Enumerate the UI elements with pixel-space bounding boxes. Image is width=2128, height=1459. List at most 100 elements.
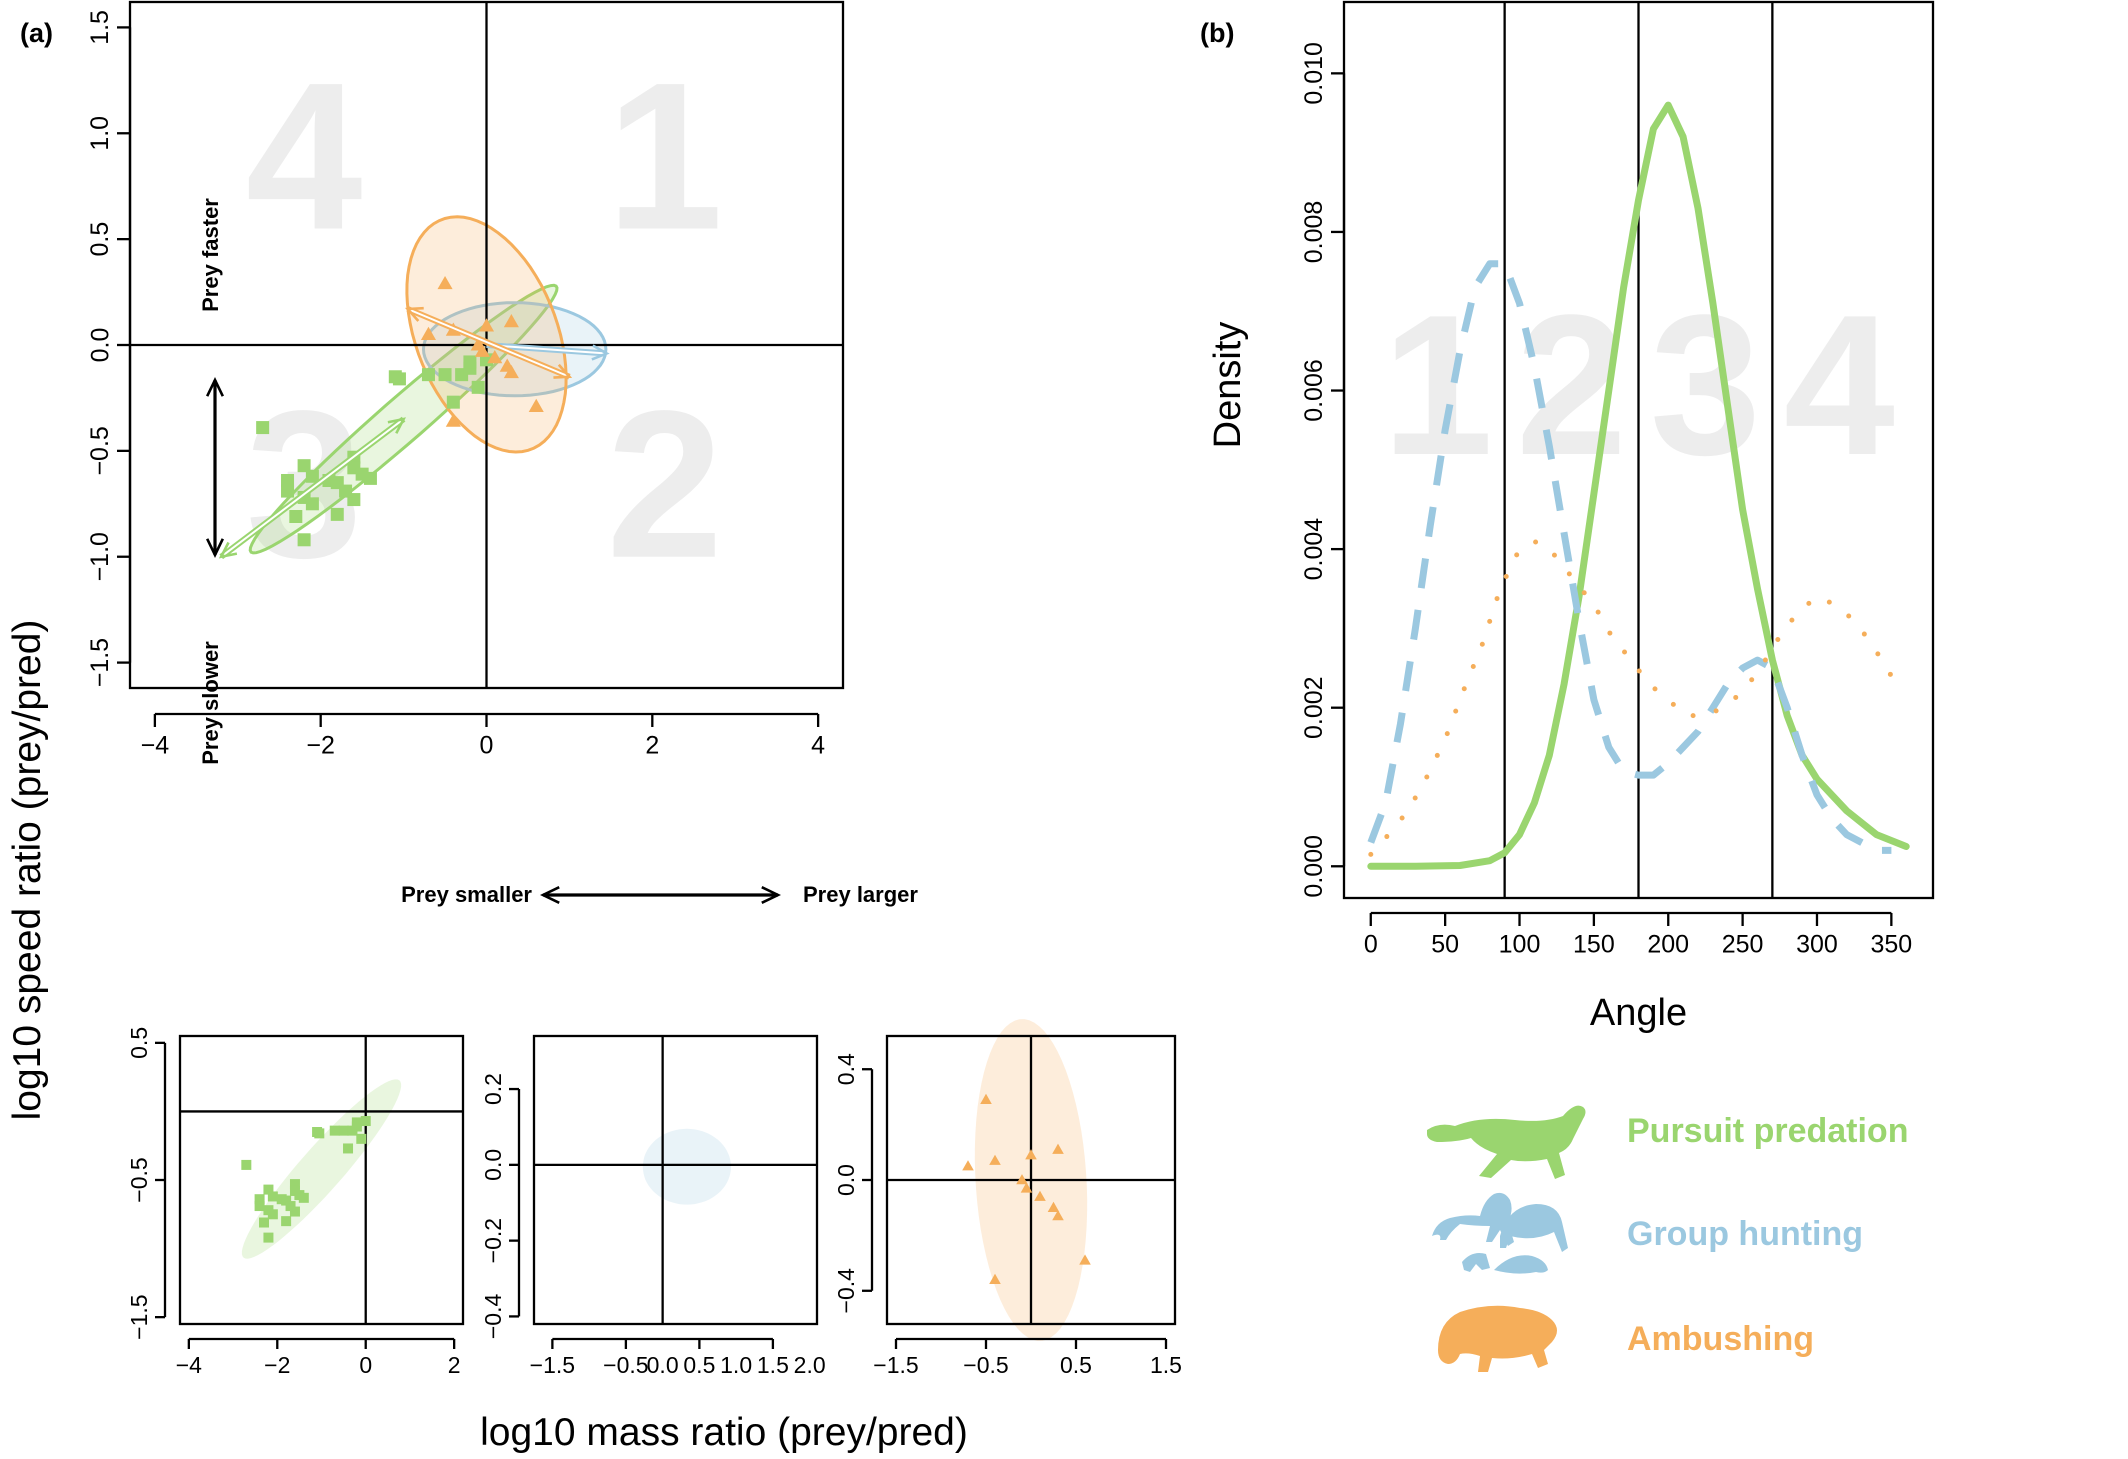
x-tick-label: 0 (1364, 930, 1378, 958)
x-tick-label: −4 (176, 1352, 202, 1378)
data-point-triangle (1016, 1174, 1028, 1185)
group-vector-inner (486, 344, 607, 355)
data-point-triangle (503, 314, 519, 328)
y-tick-label: 0.006 (1300, 359, 1328, 422)
data-point-square (281, 474, 295, 488)
x-tick-label: 1.0 (720, 1352, 752, 1378)
data-point-square (297, 459, 311, 473)
data-point-square (285, 1201, 296, 1212)
legend: Pursuit predation Group hunting Ambushin… (1427, 1105, 1908, 1372)
data-point-square (421, 368, 435, 382)
density-plot-panel: 1 2 3 40 50 100 150 200 250 300 3500.0000.0020.004… (1207, 0, 1935, 1034)
pursuit-vector-inner (220, 418, 405, 558)
x-tick-label: 1.5 (757, 1352, 789, 1378)
data-point-square (281, 484, 295, 498)
x-tick-label: 0.0 (647, 1352, 679, 1378)
data-point-triangle (420, 326, 437, 340)
arrow-head (387, 417, 406, 434)
legend-label-group: Group hunting (1627, 1215, 1863, 1253)
data-point-square (241, 1159, 252, 1170)
y-tick-label: −0.5 (126, 1157, 152, 1202)
arrow-head (591, 344, 610, 361)
small-group-panel: −1.5 −0.5 0.5 1.5 −0.4 −0.2 0.0 0.2 0.0 1.0 2.0 (480, 1034, 826, 1378)
density-y-axis-label: Density (1207, 322, 1249, 449)
data-point-square (254, 1194, 265, 1205)
x-tick-label: 1.5 (1150, 1352, 1182, 1378)
y-tick-label: 0.0 (86, 328, 114, 363)
data-point-triangle (1034, 1190, 1046, 1201)
cheetah-silhouette-icon (1427, 1105, 1586, 1179)
data-point-square (351, 1117, 362, 1128)
prey-smaller-label: Prey smaller (401, 882, 532, 907)
panel-label-b: (b) (1200, 18, 1234, 48)
x-tick-label: −0.5 (963, 1352, 1008, 1378)
data-point-square (471, 380, 485, 394)
data-point-triangle (437, 275, 453, 290)
cat-silhouette-icon (1438, 1305, 1557, 1372)
x-tick-label: 100 (1499, 930, 1541, 958)
data-point-square (263, 1232, 274, 1243)
y-tick-label: 1.5 (86, 10, 114, 45)
plot-frame (885, 1034, 1177, 1326)
panel-label-a: (a) (20, 18, 53, 48)
data-point-triangle (474, 343, 490, 357)
data-point-triangle (989, 1154, 1001, 1165)
data-point-triangle (1079, 1254, 1091, 1265)
y-tick-label: 0.0 (480, 1149, 506, 1181)
data-point-square (281, 1216, 292, 1227)
y-tick-label: −1.5 (86, 638, 114, 687)
data-point-triangle (989, 1273, 1001, 1284)
small-ambush-panel: −1.5 −0.5 0.5 1.5 −0.4 0.0 0.4 (833, 1019, 1182, 1378)
data-point-triangle (1052, 1143, 1064, 1154)
x-tick-label: 0.5 (683, 1352, 715, 1378)
data-point-square (314, 1128, 325, 1139)
data-point-triangle (1047, 1201, 1060, 1212)
x-tick-label: 250 (1722, 930, 1764, 958)
x-tick-label: 0 (359, 1352, 372, 1378)
plot-frame (532, 1034, 819, 1326)
x-tick-label: 2 (645, 731, 659, 759)
lions-silhouette-icon (1432, 1192, 1568, 1274)
data-point-triangle (499, 358, 515, 372)
data-point-square (289, 510, 303, 523)
density-quadrant-number: 3 (1650, 274, 1761, 497)
legend-item-pursuit: Pursuit predation (1427, 1105, 1908, 1179)
data-point-square (305, 469, 319, 483)
arrow-head (553, 363, 573, 379)
x-tick-label: −0.5 (603, 1352, 648, 1378)
arrow-head (206, 538, 224, 558)
y-tick-label: 0.5 (86, 222, 114, 257)
x-tick-label: 2 (448, 1352, 461, 1378)
arrow-head (404, 306, 424, 322)
arrow-head (206, 377, 224, 397)
data-point-triangle (1025, 1149, 1037, 1160)
data-point-triangle (980, 1093, 992, 1104)
quadrant-number: 4 (246, 39, 363, 274)
shared-x-axis-label: log10 mass ratio (prey/pred) (480, 1411, 968, 1454)
data-point-triangle (478, 318, 495, 332)
legend-label-ambush: Ambushing (1627, 1320, 1814, 1358)
y-tick-label: 0.008 (1300, 201, 1328, 264)
data-point-square (392, 372, 406, 386)
legend-label-pursuit: Pursuit predation (1627, 1112, 1908, 1150)
data-point-triangle (445, 413, 461, 427)
y-tick-label: 0.0 (833, 1164, 859, 1196)
quadrant-number: 1 (606, 39, 723, 274)
data-point-square (338, 1125, 349, 1136)
data-point-square (329, 1125, 340, 1136)
pursuit-small-ellipse (241, 1079, 402, 1259)
y-tick-label: 0.5 (126, 1027, 152, 1059)
y-tick-label: −1.0 (86, 532, 114, 581)
ambush-vector-inner (407, 308, 570, 378)
x-tick-label: −2 (306, 731, 335, 759)
prey-larger-label: Prey larger (803, 882, 918, 907)
data-point-square (463, 355, 477, 369)
data-point-square (259, 1217, 270, 1228)
y-tick-label: −0.5 (86, 426, 114, 475)
data-point-triangle (962, 1160, 974, 1171)
x-tick-label: −1.5 (530, 1352, 575, 1378)
prey-faster-label: Prey faster (198, 198, 223, 312)
data-point-square (356, 1133, 367, 1144)
